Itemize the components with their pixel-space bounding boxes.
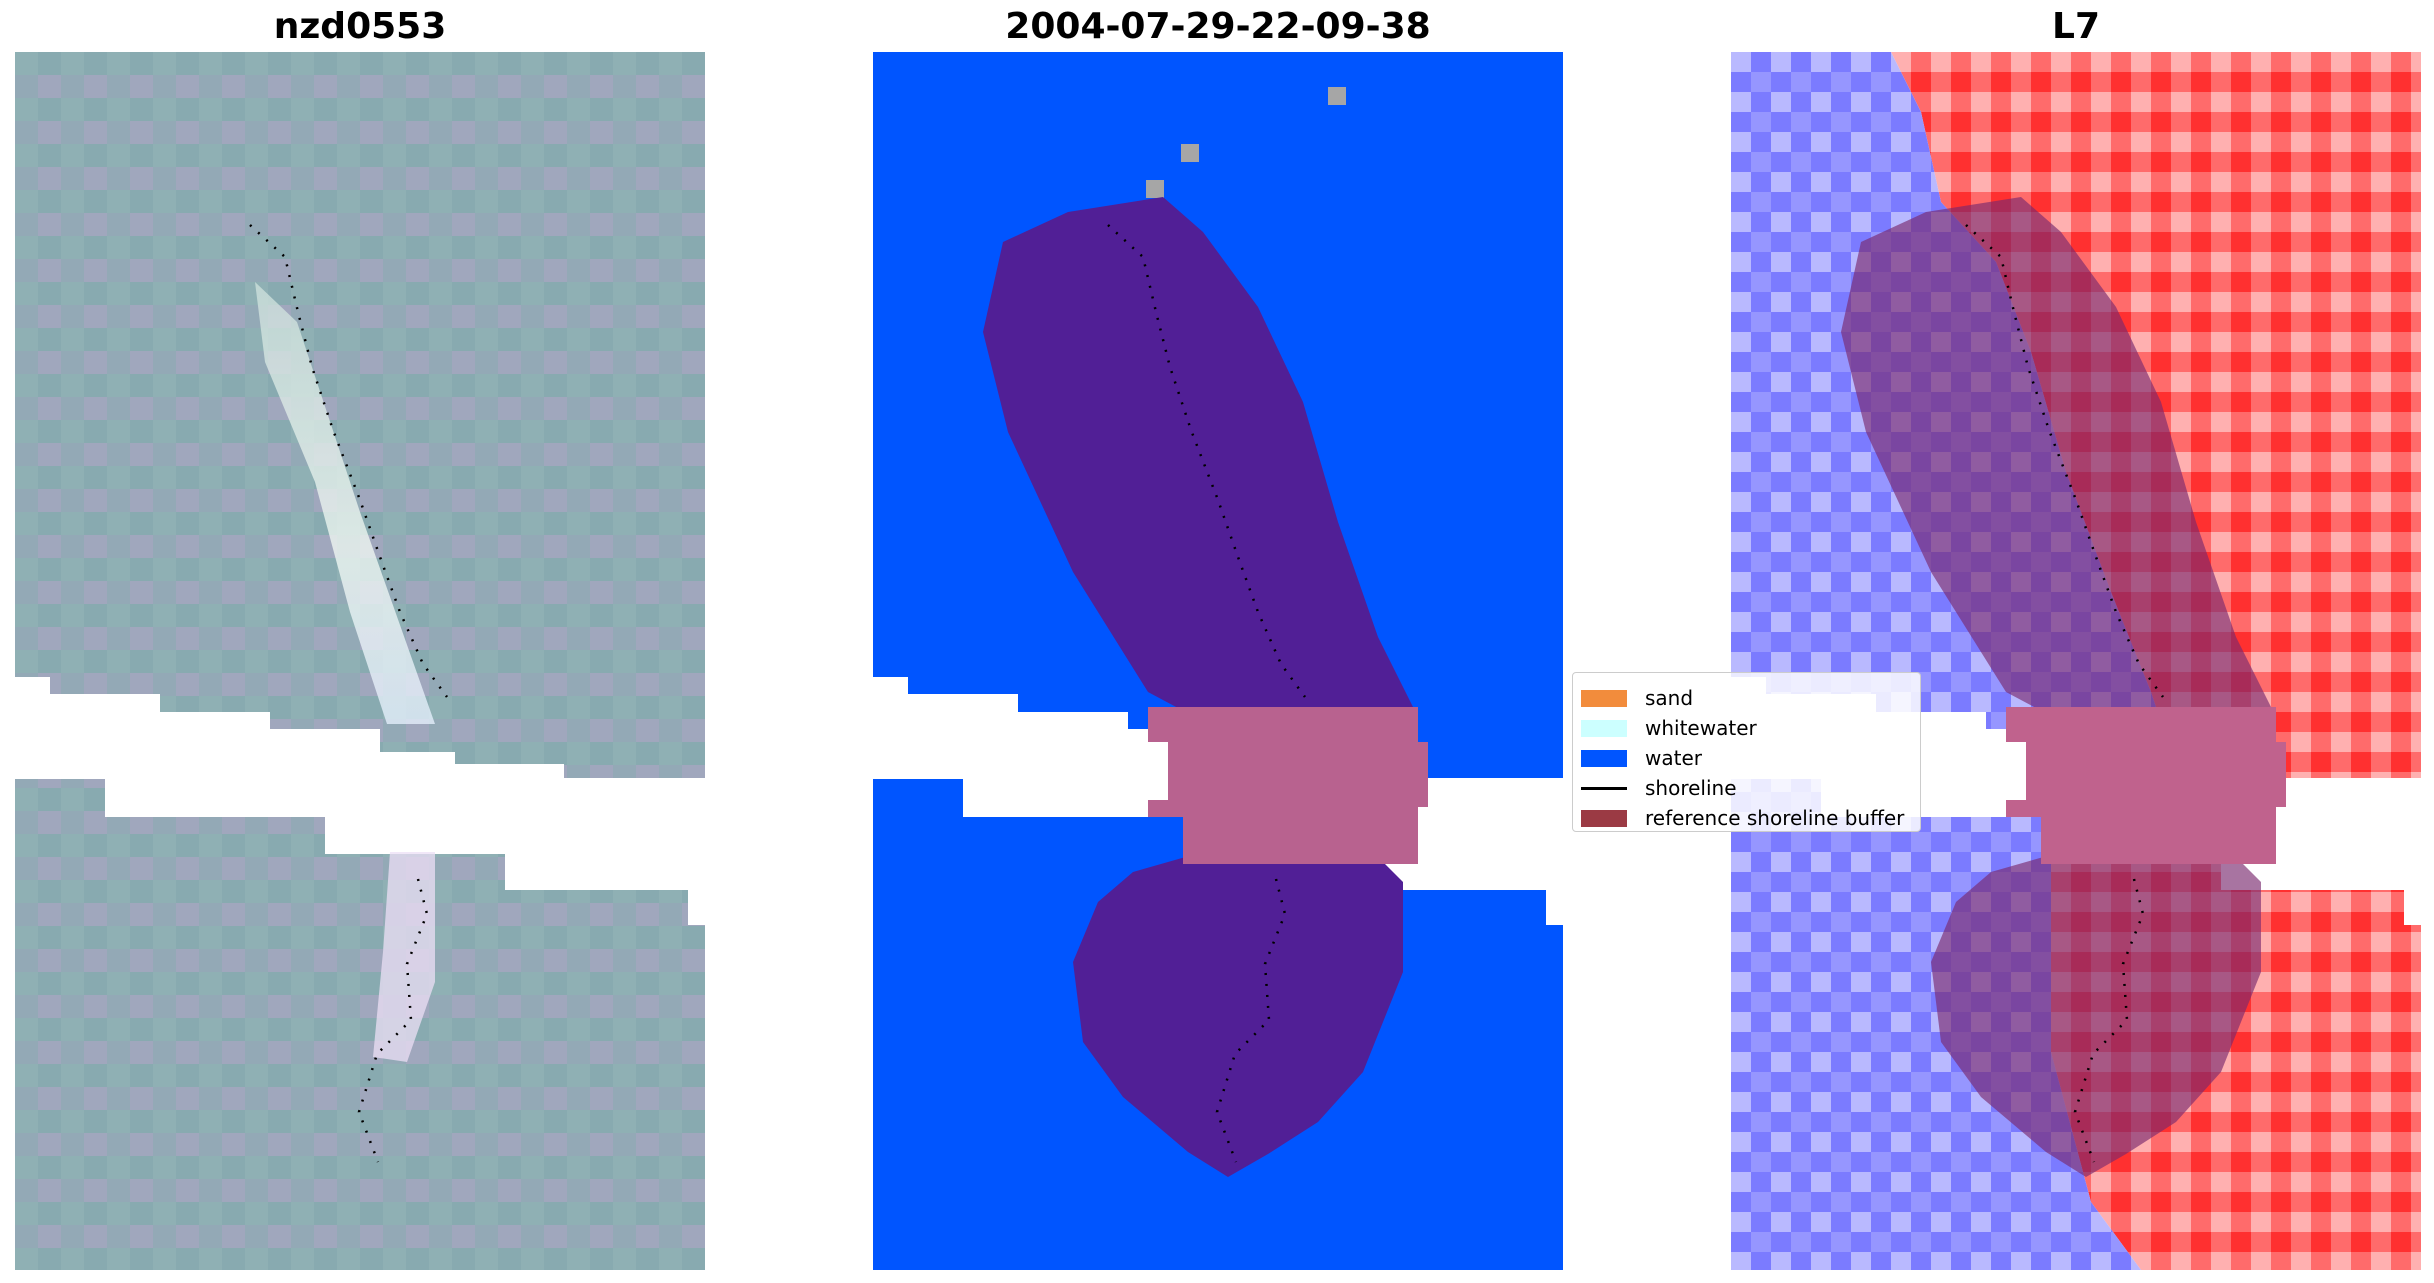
shoreline-bottom (357, 878, 429, 1163)
legend-item-whitewater: whitewater (1581, 713, 1757, 743)
rgb-image-bottom (15, 779, 705, 1270)
classification-image (873, 52, 1563, 1270)
legend-item-sand: sand (1581, 683, 1693, 713)
classification-panel (873, 52, 1563, 1270)
legend-line-shoreline (1581, 786, 1627, 790)
index-image (1731, 52, 2421, 1270)
center-panel-title: 2004-07-29-22-09-38 (1005, 6, 1431, 47)
shoreline-top (1965, 224, 2165, 698)
unclassified-pixel (1146, 180, 1164, 198)
index-panel (1731, 52, 2421, 1270)
shoreline-top (249, 224, 449, 698)
right-panel-title: L7 (2052, 6, 2100, 47)
legend-label-whitewater: whitewater (1645, 716, 1757, 740)
unclassified-pixel (1328, 87, 1346, 105)
legend-label-water: water (1645, 746, 1702, 770)
shoreline-bottom (2073, 878, 2145, 1163)
rgb-image-panel (15, 52, 705, 1270)
legend-label-sand: sand (1645, 686, 1694, 710)
legend-swatch-water (1581, 749, 1627, 767)
shoreline-bottom (1215, 878, 1287, 1163)
legend-swatch-whitewater (1581, 719, 1627, 737)
unclassified-pixel (1181, 144, 1199, 162)
legend-item-shoreline: shoreline (1581, 773, 1737, 803)
legend-item-buffer: reference shoreline buffer (1581, 803, 1904, 833)
buffer-top (1841, 197, 2276, 742)
left-panel-title: nzd0553 (273, 6, 447, 47)
rgb-image-top (15, 52, 705, 778)
legend-label-buffer: reference shoreline buffer (1645, 806, 1905, 830)
buffer-on-nodata (1148, 707, 1428, 864)
legend-swatch-sand (1581, 689, 1627, 707)
legend-swatch-buffer (1581, 809, 1627, 827)
buffer-bottom (1073, 842, 1403, 1177)
whitewater-streak-top (255, 282, 435, 724)
whitewater-streak-bottom (373, 852, 435, 1062)
buffer-on-nodata (2006, 707, 2286, 864)
buffer-bottom (1931, 842, 2261, 1177)
rgb-image (15, 52, 705, 1270)
legend: sand whitewater water shoreline referenc… (1572, 672, 1921, 832)
legend-label-shoreline: shoreline (1645, 776, 1737, 800)
buffer-top (983, 197, 1418, 742)
legend-item-water: water (1581, 743, 1702, 773)
shoreline-top (1107, 224, 1307, 698)
